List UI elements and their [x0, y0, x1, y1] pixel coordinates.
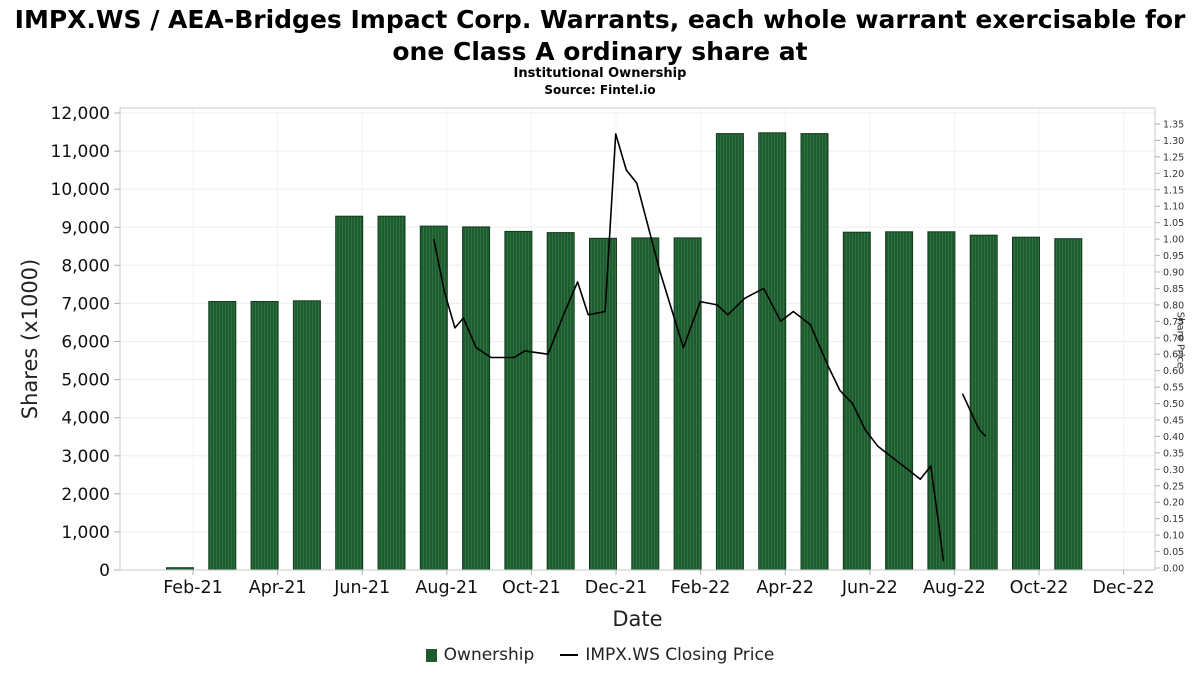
right-tick-label: 0.60: [1163, 366, 1184, 377]
legend-ownership-label: Ownership: [443, 645, 535, 665]
right-tick-label: 1.05: [1163, 218, 1184, 229]
chart-legend: Ownership IMPX.WS Closing Price: [0, 645, 1200, 665]
x-tick-label: Jun-21: [333, 578, 390, 598]
right-tick-label: 0.30: [1163, 465, 1184, 476]
chart-subtitle: Institutional Ownership: [513, 66, 687, 81]
ownership-bar-May-21[interactable]: [292, 300, 321, 571]
left-tick-label: 12,000: [51, 104, 110, 124]
chart-title-line2: one Class A ordinary share at: [392, 37, 808, 66]
legend-item-ownership[interactable]: Ownership: [425, 645, 535, 665]
ownership-bar-Jun-21[interactable]: [335, 215, 364, 571]
x-tick-label: Feb-22: [671, 578, 731, 598]
ownership-bar-Jun-22[interactable]: [842, 231, 871, 571]
x-tick-label: Dec-21: [585, 578, 647, 598]
right-tick-label: 1.20: [1163, 169, 1184, 180]
closing-price-line[interactable]: [961, 393, 987, 437]
right-tick-label: 0.95: [1163, 251, 1184, 262]
closing-price-line[interactable]: [433, 133, 945, 562]
ownership-bar-Nov-22[interactable]: [1054, 238, 1083, 571]
chart-title-line1: IMPX.WS / AEA-Bridges Impact Corp. Warra…: [14, 5, 1186, 34]
x-tick-label: Oct-21: [502, 578, 561, 598]
left-tick-label: 11,000: [51, 142, 110, 162]
x-tick-label: Apr-22: [756, 578, 814, 598]
right-tick-label: 0.45: [1163, 416, 1184, 427]
ownership-bar-Jul-21[interactable]: [377, 215, 406, 571]
legend-price-label: IMPX.WS Closing Price: [585, 645, 775, 665]
x-axis-title: Date: [612, 607, 663, 631]
chart-title: IMPX.WS / AEA-Bridges Impact Corp. Warra…: [0, 4, 1200, 68]
right-tick-label: 1.35: [1163, 120, 1184, 131]
right-tick-label: 1.30: [1163, 136, 1184, 147]
right-tick-label: 1.00: [1163, 235, 1184, 246]
plot-frame: [119, 107, 1156, 571]
right-tick-label: 0.15: [1163, 514, 1184, 525]
left-tick-label: 4,000: [61, 409, 110, 429]
ownership-bar-Sep-22[interactable]: [969, 234, 998, 571]
x-tick-label: Jun-22: [841, 578, 898, 598]
left-tick-label: 3,000: [61, 447, 110, 467]
x-tick-label: Oct-22: [1010, 578, 1069, 598]
right-tick-label: 1.10: [1163, 202, 1184, 213]
left-tick-label: 10,000: [51, 180, 110, 200]
ownership-bar-Sep-21[interactable]: [462, 226, 491, 571]
left-tick-label: 5,000: [61, 371, 110, 391]
right-tick-label: 0.00: [1163, 564, 1184, 575]
right-tick-label: 0.35: [1163, 448, 1184, 459]
left-tick-label: 0: [99, 561, 110, 581]
right-axis-title: Share Price: [1174, 311, 1186, 369]
right-tick-label: 1.15: [1163, 185, 1184, 196]
right-tick-label: 0.40: [1163, 432, 1184, 443]
ownership-bar-Feb-22[interactable]: [673, 237, 702, 571]
left-tick-label: 8,000: [61, 256, 110, 276]
chart-source: Source: Fintel.io: [544, 83, 656, 97]
right-tick-label: 0.80: [1163, 300, 1184, 311]
right-tick-label: 0.75: [1163, 317, 1184, 328]
x-tick-label: Dec-22: [1092, 578, 1154, 598]
price-line-swatch-icon: [560, 654, 579, 656]
right-tick-label: 0.90: [1163, 268, 1184, 279]
ownership-bar-Oct-21[interactable]: [504, 230, 533, 571]
ownership-bar-Jul-22[interactable]: [885, 231, 914, 571]
ownership-bar-Nov-21[interactable]: [546, 232, 575, 571]
ownership-bar-Jan-22[interactable]: [631, 237, 660, 571]
right-tick-label: 0.85: [1163, 284, 1184, 295]
left-tick-label: 2,000: [61, 485, 110, 505]
x-tick-label: Aug-22: [923, 578, 986, 598]
x-tick-label: Feb-21: [163, 578, 223, 598]
ownership-swatch-icon: [425, 648, 437, 662]
ownership-bar-Mar-22[interactable]: [715, 133, 744, 571]
x-tick-label: Aug-21: [415, 578, 478, 598]
left-tick-label: 1,000: [61, 523, 110, 543]
left-tick-label: 9,000: [61, 218, 110, 238]
right-tick-label: 0.10: [1163, 531, 1184, 542]
left-tick-label: 6,000: [61, 333, 110, 353]
right-tick-label: 0.20: [1163, 498, 1184, 509]
right-tick-label: 0.55: [1163, 383, 1184, 394]
right-tick-label: 0.70: [1163, 333, 1184, 344]
left-tick-label: 7,000: [61, 294, 110, 314]
legend-item-closing-price[interactable]: IMPX.WS Closing Price: [560, 645, 774, 665]
ownership-bar-Dec-21[interactable]: [589, 237, 617, 571]
right-tick-label: 0.65: [1163, 350, 1184, 361]
x-tick-label: Apr-21: [249, 578, 307, 598]
ownership-bar-Oct-22[interactable]: [1012, 236, 1040, 571]
left-axis-title: Shares (x1000): [18, 258, 42, 420]
right-tick-label: 0.05: [1163, 547, 1184, 558]
ownership-bar-Apr-21[interactable]: [250, 301, 279, 571]
ownership-bar-Apr-22[interactable]: [758, 132, 787, 571]
right-tick-label: 0.25: [1163, 481, 1184, 492]
right-tick-label: 0.50: [1163, 399, 1184, 410]
ownership-bar-Aug-21[interactable]: [419, 225, 448, 571]
ownership-bar-May-22[interactable]: [800, 133, 829, 571]
ownership-bar-Aug-22[interactable]: [927, 231, 956, 571]
ownership-bar-Mar-21[interactable]: [208, 301, 237, 571]
right-tick-label: 1.25: [1163, 152, 1184, 163]
